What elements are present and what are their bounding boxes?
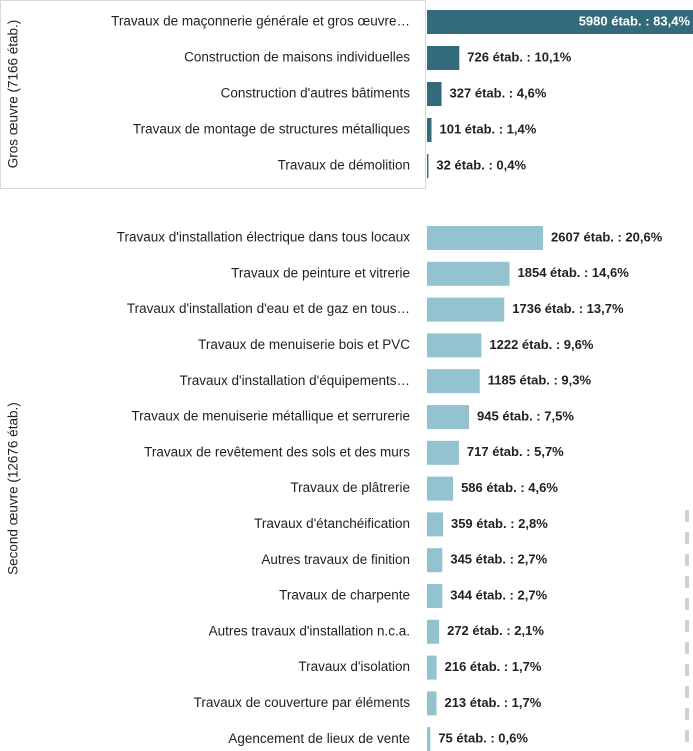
bar [427,46,460,70]
bar [427,727,431,751]
bar [427,118,432,142]
value-label: 32 étab. : 0,4% [436,157,526,172]
category-label: Construction de maisons individuelles [184,50,410,65]
category-label: Travaux de couverture par éléments [194,695,411,710]
value-label: 2607 étab. : 20,6% [551,229,663,244]
value-label: 1222 étab. : 9,6% [489,337,593,352]
bar [427,10,693,34]
value-label: 359 étab. : 2,8% [451,516,548,531]
bar [427,440,459,465]
category-label: Autres travaux d'installation n.c.a. [209,623,410,638]
group-label: Second œuvre (12676 étab.) [6,402,21,575]
value-label: 1736 étab. : 13,7% [512,301,624,316]
bar [427,154,429,178]
bar [427,691,437,716]
category-label: Travaux d'installation d'eau et de gaz e… [127,301,410,316]
value-label: 75 étab. : 0,6% [438,731,528,746]
category-label: Travaux d'installation d'équipements… [179,373,410,388]
category-label: Agencement de lieux de vente [228,731,410,746]
value-label: 344 étab. : 2,7% [450,587,547,602]
value-label: 1185 étab. : 9,3% [488,373,592,388]
value-label: 345 étab. : 2,7% [450,552,547,567]
bar [427,548,443,573]
bar [427,369,480,394]
category-label: Travaux de maçonnerie générale et gros œ… [111,14,410,29]
category-label: Travaux de montage de structures métalli… [133,122,410,137]
value-label: 327 étab. : 4,6% [450,85,547,100]
bar [427,476,454,501]
bar [427,226,544,250]
value-label: 726 étab. : 10,1% [467,49,571,64]
category-label: Travaux d'isolation [298,659,410,674]
bar [427,619,440,644]
value-label: 216 étab. : 1,7% [445,659,542,674]
category-label: Travaux d'installation électrique dans t… [117,230,410,245]
group-label: Gros œuvre (7166 étab.) [6,20,21,169]
bar [427,584,443,608]
bar [427,261,510,286]
category-label: Travaux d'étanchéification [254,516,410,531]
value-label: 213 étab. : 1,7% [444,695,541,710]
value-label: 5980 étab. : 83,4% [579,13,691,28]
group-frame [0,0,426,189]
value-label: 945 étab. : 7,5% [477,408,574,423]
category-label: Travaux de charpente [279,588,410,603]
category-label: Autres travaux de finition [261,552,410,567]
value-label: 1854 étab. : 14,6% [518,265,630,280]
bar [427,333,482,358]
category-label: Travaux de revêtement des sols et des mu… [144,444,410,459]
bar [427,405,470,429]
category-label: Travaux de menuiserie bois et PVC [198,337,410,352]
bar [427,655,437,680]
category-label: Travaux de plâtrerie [290,480,410,495]
bar [427,82,442,106]
category-label: Travaux de peinture et vitrerie [231,265,410,280]
category-label: Construction d'autres bâtiments [221,86,411,101]
bar [427,512,443,537]
value-label: 586 étab. : 4,6% [461,480,558,495]
value-label: 101 étab. : 1,4% [439,121,536,136]
category-label: Travaux de menuiserie métallique et serr… [131,409,410,424]
category-label: Travaux de démolition [278,158,410,173]
bar [427,297,505,322]
value-label: 717 étab. : 5,7% [467,444,564,459]
value-label: 272 étab. : 2,1% [447,623,544,638]
